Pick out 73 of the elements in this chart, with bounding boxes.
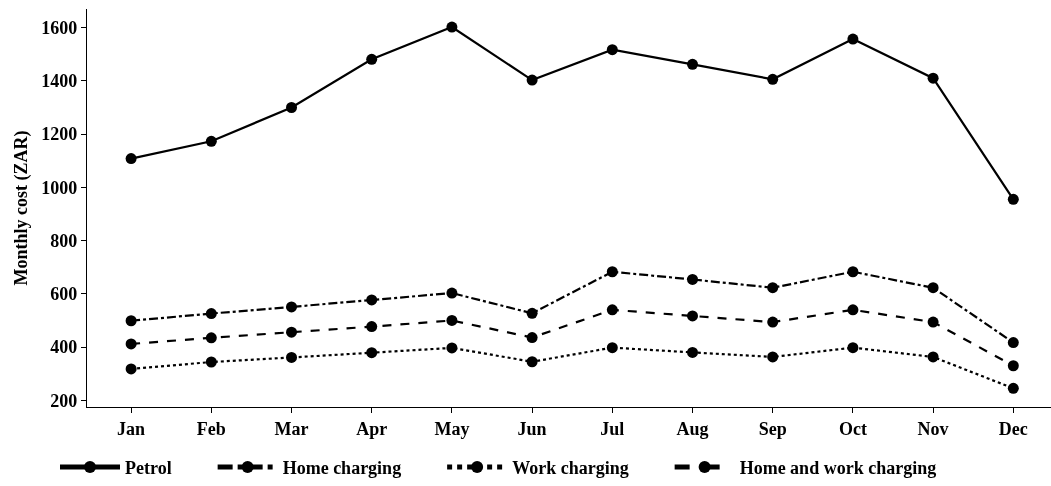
point [286, 326, 298, 338]
x-tick-label: Feb [196, 418, 226, 439]
point [847, 342, 859, 354]
x-tick-label: Jul [600, 418, 625, 439]
y-tick-label: 1600 [41, 17, 78, 38]
point [927, 72, 939, 84]
point [847, 33, 859, 45]
y-tick-label: 600 [50, 284, 78, 305]
point [526, 307, 538, 319]
x-tick-label: Dec [998, 418, 1028, 439]
point [125, 363, 137, 375]
point [687, 273, 699, 285]
point [767, 351, 779, 363]
x-tick-label: Sep [758, 418, 787, 439]
legend-label: Home charging [282, 458, 402, 479]
point [446, 21, 458, 33]
y-tick-label: 1200 [41, 124, 78, 145]
point [125, 338, 137, 350]
point [446, 314, 458, 326]
x-tick-label: Jun [517, 418, 547, 439]
y-tick-label: 1400 [41, 71, 78, 92]
point [366, 53, 378, 65]
x-tick-label: Apr [356, 418, 388, 439]
x-tick-label: Oct [838, 418, 867, 439]
legend-label: Work charging [512, 458, 629, 479]
point [446, 342, 458, 354]
point [286, 351, 298, 363]
point [205, 356, 217, 368]
point [687, 346, 699, 358]
point [1007, 193, 1019, 205]
point [927, 316, 939, 328]
point [1007, 382, 1019, 394]
point [366, 294, 378, 306]
point [847, 304, 859, 316]
point [366, 321, 378, 333]
point [125, 315, 137, 327]
point [366, 347, 378, 359]
point [767, 73, 779, 85]
point [286, 301, 298, 313]
point [687, 310, 699, 322]
y-axis-title: Monthly cost (ZAR) [11, 130, 33, 286]
point [687, 58, 699, 70]
y-tick-label: 200 [50, 390, 78, 411]
point [767, 282, 779, 294]
point [606, 44, 618, 56]
point [606, 342, 618, 354]
x-tick-label: Jan [117, 418, 146, 439]
point [1007, 337, 1019, 349]
legend-label: Petrol [125, 458, 172, 479]
point [847, 266, 859, 278]
point [526, 356, 538, 368]
legend-label: Home and work charging [739, 458, 937, 479]
point [767, 316, 779, 328]
point [446, 287, 458, 299]
point [526, 74, 538, 86]
point [205, 135, 217, 147]
point [927, 351, 939, 363]
point [526, 332, 538, 344]
point [927, 282, 939, 294]
point [606, 304, 618, 316]
point [205, 308, 217, 320]
point [125, 153, 137, 165]
point [606, 266, 618, 278]
point [1007, 360, 1019, 372]
y-tick-label: 800 [50, 230, 78, 251]
y-tick-label: 1000 [41, 177, 78, 198]
x-tick-label: Aug [676, 418, 709, 439]
x-tick-label: Mar [274, 418, 309, 439]
point [205, 332, 217, 344]
x-tick-label: Nov [917, 418, 949, 439]
point [286, 102, 298, 113]
x-tick-label: May [434, 418, 470, 439]
y-tick-label: 400 [50, 337, 78, 358]
